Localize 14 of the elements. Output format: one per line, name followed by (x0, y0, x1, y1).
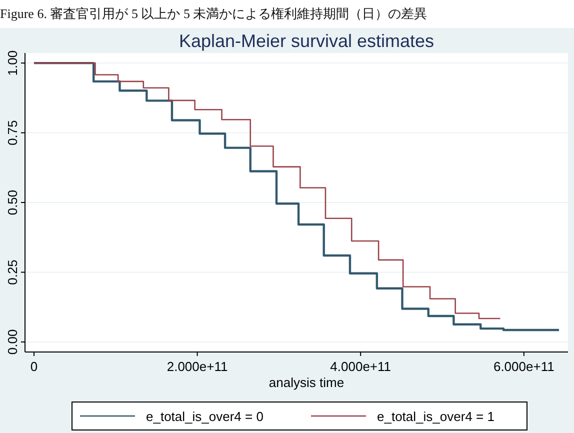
caption: Figure 6. 審査官引用が 5 以上か 5 未満かによる権利維持期間（日）の差異 (0, 6, 428, 21)
x-axis-title: analysis time (268, 375, 344, 390)
x-tick-label: 4.000e+11 (330, 359, 392, 374)
y-tick-label: 0.25 (5, 260, 20, 285)
chart-title: Kaplan-Meier survival estimates (178, 31, 434, 51)
y-tick-label: 0.00 (5, 329, 20, 355)
y-tick-label: 1.00 (5, 50, 20, 76)
y-tick-label: 0.50 (5, 190, 20, 216)
x-tick-label: 0 (30, 359, 38, 374)
x-tick-label: 2.000e+11 (166, 359, 228, 374)
y-tick-label: 0.75 (5, 120, 20, 146)
legend-label: e_total_is_over4 = 1 (377, 409, 494, 424)
legend-label: e_total_is_over4 = 0 (146, 409, 264, 424)
x-tick-label: 6.000e+11 (493, 359, 554, 374)
